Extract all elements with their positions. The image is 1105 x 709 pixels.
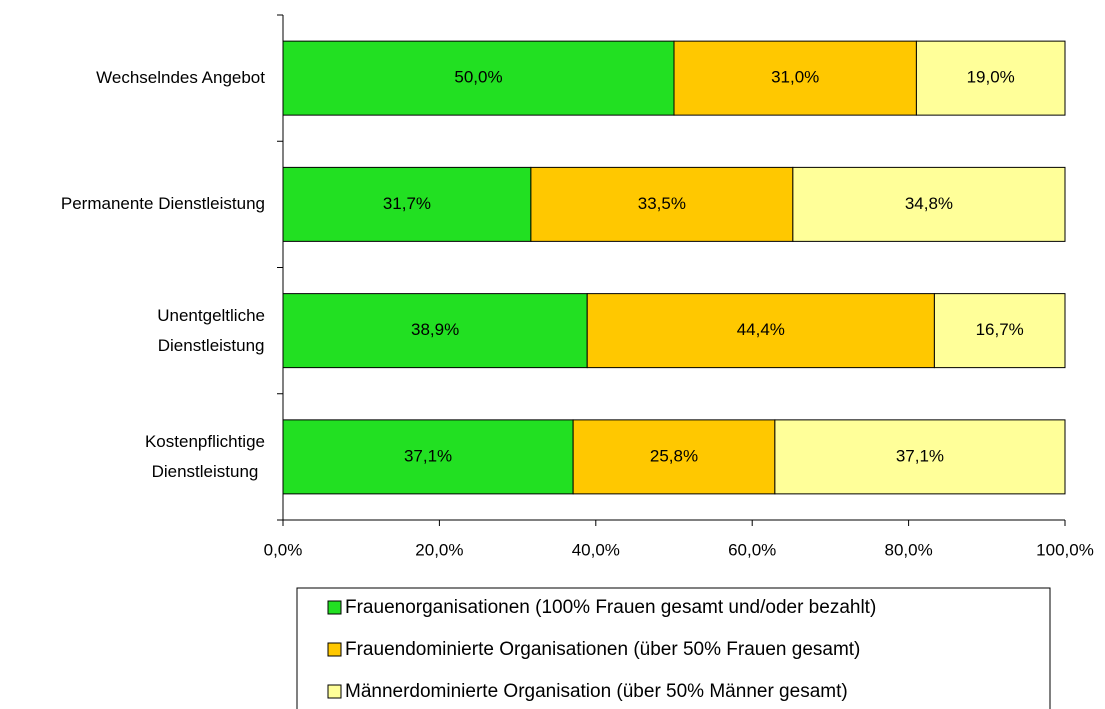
value-label: 25,8% [650,446,698,465]
value-label: 33,5% [638,194,686,213]
x-tick-label: 100,0% [1036,540,1094,559]
bar-segment [792,166,1066,242]
bar-segment [586,293,935,369]
category-label: Wechselndes Angebot [96,68,265,88]
category-label: Unentgeltliche Dienstleistung [157,305,265,355]
value-label: 37,1% [896,446,944,465]
bar-segment [933,293,1066,369]
value-label: 16,7% [976,320,1024,339]
x-tick-label: 60,0% [728,540,776,559]
bar-segment [282,166,532,242]
value-label: 37,1% [404,446,452,465]
bar-segment [915,40,1066,116]
bar-segment [282,40,675,116]
value-label: 50,0% [454,68,502,87]
legend-swatch [327,684,342,699]
bar-segment [282,293,588,369]
legend-swatch [327,600,342,615]
x-tick-label: 0,0% [264,540,303,559]
value-label: 34,8% [905,194,953,213]
legend-swatch [327,642,342,657]
bar-segment [774,419,1066,495]
legend-label: Frauendominierte Organisationen (über 50… [345,639,860,660]
legend-box [296,587,1051,709]
value-label: 31,7% [383,194,431,213]
x-tick-label: 40,0% [572,540,620,559]
legend-label: Männerdominierte Organisation (über 50% … [345,681,848,702]
bar-segment [282,419,574,495]
value-label: 44,4% [737,320,785,339]
value-label: 19,0% [967,68,1015,87]
value-label: 38,9% [411,320,459,339]
x-tick-label: 80,0% [884,540,932,559]
bar-segment [673,40,917,116]
value-label: 31,0% [771,68,819,87]
category-label: Kostenpflichtige Dienstleistung [144,431,265,481]
legend-label: Frauenorganisationen (100% Frauen gesamt… [345,597,876,618]
bar-segment [572,419,776,495]
x-tick-label: 20,0% [415,540,463,559]
category-label: Permanente Dienstleistung [60,194,265,214]
